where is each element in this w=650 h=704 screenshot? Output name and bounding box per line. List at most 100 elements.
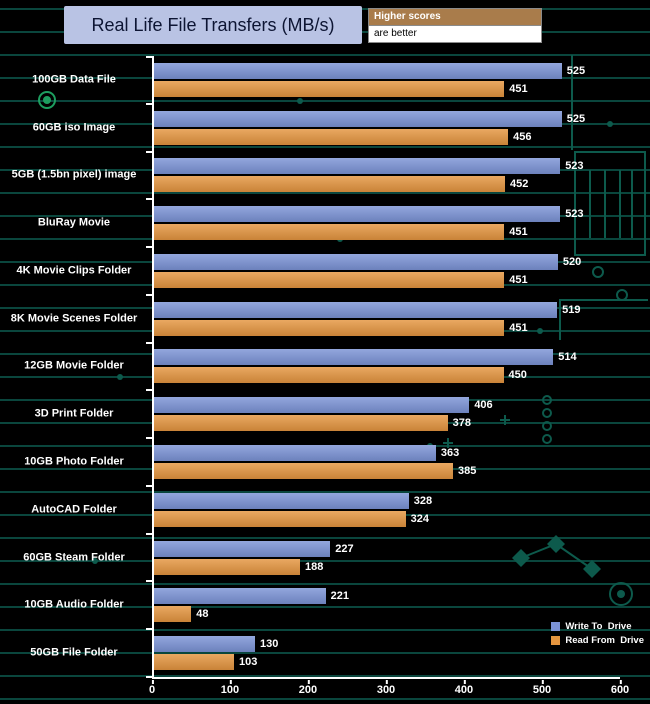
category-label: 10GB Photo Folder [24,455,124,468]
bar-value-label: 378 [452,417,471,430]
read-bar [154,271,505,288]
bar-value-label: 450 [508,369,527,382]
write-bar [154,588,326,605]
chart-row: 8K Movie Scenes Folder 519 451 [11,295,620,344]
write-bar-line: 328 [154,492,620,509]
bar-value-label: 523 [565,208,584,221]
x-tick-label: 200 [298,680,318,696]
write-bar [154,445,436,461]
x-tick-label: 400 [454,680,474,696]
read-bar-line: 451 [154,80,620,97]
chart-row: 60GB iso Image 525 456 [33,104,620,153]
x-tick-label: 600 [610,680,630,696]
category-label: 5GB (1.5bn pixel) image [11,169,137,182]
x-axis-line [152,677,620,679]
write-bar-line: 514 [154,349,620,366]
read-bar [154,367,504,384]
bar-value-label: 451 [509,321,528,334]
write-bar-line: 130 [154,636,620,653]
write-bar [154,110,562,127]
write-bar [154,301,558,318]
read-bar [154,128,509,145]
chart-row: 3D Print Folder 406 378 [35,390,620,439]
chart-row: 10GB Photo Folder 363 385 [24,438,620,487]
write-bar-line: 525 [154,110,620,127]
bar-value-label: 328 [413,494,433,507]
read-bar [154,510,406,527]
x-tick-label: 500 [532,680,552,696]
bar-value-label: 227 [335,542,354,555]
read-bar-line: 450 [154,367,620,384]
read-legend-swatch [551,636,561,645]
category-label: 12GB Movie Folder [24,360,124,373]
x-tick-label: 100 [220,680,240,696]
bar-value-label: 451 [509,82,528,95]
bar-value-label: 525 [566,64,586,77]
chart-rows: 100GB Data File 525 451 60GB iso Image 525 45… [11,56,620,678]
note-higher-scores: Higher scores [369,9,541,26]
x-axis-ticks: 0 100 200 300 400 500 600 [148,680,629,699]
write-bar-line: 406 [154,397,620,414]
write-bar-line: 363 [154,445,620,461]
chart-row: 5GB (1.5bn pixel) image 523 452 [12,152,620,201]
write-bar-line: 221 [154,588,620,605]
chart-row: 4K Movie Clips Folder 520 451 [17,247,620,296]
note-are-better: are better [369,26,541,42]
read-bar-line: 324 [154,510,620,527]
x-tick-label: 0 [148,680,156,696]
write-bar [154,636,255,653]
write-bar [154,253,558,270]
read-bar-line: 452 [154,176,620,193]
bar-value-label: 452 [510,178,529,191]
category-label: 3D Print Folder [34,407,114,420]
x-tick-label: 300 [376,680,396,696]
read-bar-line: 48 [154,606,620,623]
chart-plot-area: 100GB Data File 525 451 60GB iso Image 525 45… [11,56,620,678]
bar-value-label: 523 [565,160,584,173]
read-bar-line: 378 [154,415,620,432]
chart-title: Real Life File Transfers (MB/s) [64,6,362,44]
bar-value-label: 514 [558,351,577,364]
read-bar [154,415,448,432]
write-bar-line: 525 [154,62,620,79]
chart-row: AutoCAD Folder 328 324 [31,486,620,535]
category-label: 10GB Audio Folder [24,598,124,611]
bar-value-label: 103 [238,656,258,669]
category-label: 50GB File Folder [30,646,118,659]
read-bar-line: 451 [154,224,620,241]
category-label: 100GB Data File [32,73,116,86]
read-bar [154,558,300,575]
write-bar [154,62,562,79]
read-bar [154,606,192,623]
read-bar-line: 385 [154,463,620,479]
write-bar-line: 227 [154,540,620,557]
category-label: 8K Movie Scenes Folder [10,312,138,325]
read-bar [154,176,506,193]
legend-item-write: Write To Drive [551,621,644,632]
write-bar-line: 520 [154,253,620,270]
bar-value-label: 519 [562,303,581,316]
read-bar-line: 451 [154,319,620,336]
read-bar-line: 188 [154,558,620,575]
read-bar [154,463,454,479]
chart-row: 10GB Audio Folder 221 48 [24,581,620,630]
bar-value-label: 451 [509,273,528,286]
write-bar [154,397,470,414]
write-bar [154,206,561,223]
bar-value-label: 456 [513,130,532,143]
chart-row: 50GB File Folder 130 103 [30,629,620,678]
bar-value-label: 188 [305,560,324,573]
write-bar [154,540,331,557]
note-box: Higher scores are better [368,8,542,43]
write-bar-line: 519 [154,301,620,318]
read-bar-line: 451 [154,271,620,288]
bar-value-label: 520 [562,255,582,268]
chart-row: 12GB Movie Folder 514 450 [24,343,620,392]
category-label: BluRay Movie [37,216,111,229]
bar-value-label: 525 [566,112,586,125]
bar-value-label: 130 [259,638,279,651]
category-label: 4K Movie Clips Folder [16,264,132,277]
legend-label: Write To Drive [565,621,632,632]
bar-value-label: 48 [196,608,209,621]
